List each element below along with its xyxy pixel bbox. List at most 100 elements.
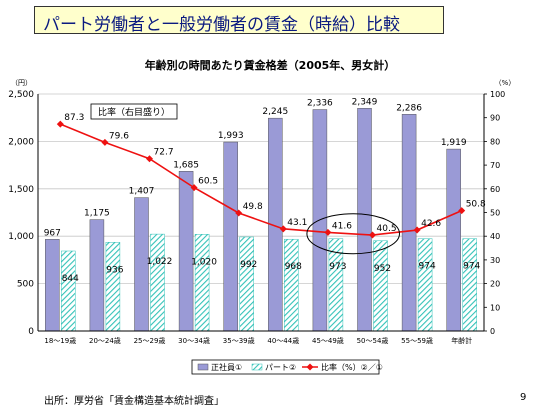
ratio-point-label: 41.6	[332, 221, 352, 231]
y-left-tick: 2,500	[8, 90, 34, 100]
ratio-annotation-text: 比率（右目盛り）	[98, 106, 170, 118]
bar-part-label: 974	[419, 262, 436, 272]
ratio-point	[56, 120, 64, 128]
bar-seishain	[357, 108, 372, 332]
bar-part	[462, 238, 477, 332]
bar-part	[239, 236, 254, 332]
y-right-unit: （%）	[495, 79, 516, 87]
slide-title-box: パート労働者と一般労働者の賃金（時給）比較	[34, 6, 444, 35]
bar-seishain	[223, 141, 238, 332]
x-tick-label: 20～24歳	[89, 336, 121, 345]
ratio-point	[413, 226, 421, 234]
bar-part	[417, 238, 433, 332]
y-right-tick: 0	[490, 327, 495, 336]
ratio-point-label: 40.5	[377, 224, 397, 234]
chart-title: 年齢別の時間あたり賃金格差（2005年、男女計）	[145, 58, 396, 72]
legend-label-seishain: 正社員①	[211, 362, 242, 372]
y-left-tick: 2,000	[8, 137, 34, 147]
x-tick-label: 50～54歳	[357, 336, 389, 345]
y-left-tick: 500	[17, 280, 34, 290]
ratio-point	[190, 184, 198, 192]
page-number: 9	[520, 392, 527, 403]
bar-part-label: 1,022	[147, 257, 173, 267]
ratio-point	[235, 209, 243, 217]
y-right-tick: 20	[490, 280, 500, 289]
bar-part	[105, 242, 121, 332]
ratio-point-label: 60.5	[198, 177, 218, 187]
bar-seishain-label: 1,919	[441, 138, 467, 148]
bar-part-label: 844	[62, 274, 79, 284]
bar-seishain-label: 2,336	[307, 99, 333, 109]
ratio-point	[324, 228, 332, 236]
y-right-tick: 70	[490, 161, 500, 170]
y-left-tick: 1,000	[8, 232, 34, 242]
ratio-point	[369, 231, 376, 239]
ratio-point	[458, 207, 466, 215]
y-right-tick: 80	[490, 137, 500, 146]
ratio-point-label: 43.1	[287, 218, 307, 228]
bar-part-label: 952	[374, 264, 391, 274]
x-tick-label: 30～34歳	[178, 336, 210, 345]
bar-part-label: 974	[463, 262, 480, 272]
ratio-point-label: 79.6	[109, 131, 129, 141]
x-tick-label: 18～19歳	[44, 336, 76, 345]
bar-seishain-label: 1,685	[173, 160, 199, 170]
bar-seishain	[178, 171, 194, 332]
bar-part-label: 973	[329, 262, 346, 272]
x-tick-label: 35～39歳	[223, 336, 255, 345]
x-tick-label: 25～29歳	[134, 336, 166, 345]
bar-part	[373, 240, 388, 332]
y-right-tick: 40	[490, 232, 500, 241]
ratio-line	[59, 123, 463, 236]
bar-part-label: 968	[285, 262, 302, 272]
bar-part	[284, 238, 299, 332]
bar-seishain	[89, 219, 105, 332]
bar-part	[150, 233, 165, 332]
source-note: 出所：厚労省「賃金構造基本統計調査」	[44, 396, 224, 407]
y-right-tick: 50	[490, 209, 500, 218]
bar-part	[61, 250, 76, 332]
legend-label-part: パート②	[265, 363, 296, 372]
bar-part	[194, 234, 210, 332]
ratio-point-label: 42.6	[421, 219, 441, 229]
ratio-annotation-box	[90, 103, 178, 120]
bar-seishain-label: 2,349	[352, 97, 378, 107]
y-right-tick: 90	[490, 114, 500, 123]
ratio-point	[146, 155, 153, 163]
y-left-tick: 1,500	[8, 185, 34, 195]
y-left-unit: （円）	[11, 79, 32, 87]
ratio-point	[279, 225, 287, 233]
x-tick-label: 40～44歳	[267, 336, 299, 345]
y-right-tick: 30	[490, 256, 500, 265]
legend-label-ratio: 比率（%）②／①	[321, 362, 383, 372]
x-tick-label: 55～59歳	[401, 336, 433, 345]
bar-seishain-label: 1,407	[129, 187, 155, 197]
bar-seishain	[401, 114, 417, 332]
y-right-tick: 60	[490, 185, 500, 194]
bar-seishain	[446, 148, 461, 332]
bar-seishain-label: 967	[44, 228, 61, 238]
bar-seishain-label: 2,245	[262, 107, 288, 117]
bar-part-label: 1,020	[191, 257, 217, 267]
highlight-ellipse	[306, 213, 401, 255]
bar-seishain-label: 1,993	[218, 131, 244, 141]
ratio-point-label: 49.8	[243, 202, 263, 212]
x-tick-label: 年齢計	[451, 336, 472, 345]
bar-part-label: 992	[240, 260, 257, 270]
y-right-tick: 100	[490, 90, 505, 99]
ratio-point-label: 87.3	[64, 113, 84, 123]
y-left-tick: 0	[28, 327, 34, 337]
legend-box	[191, 359, 380, 375]
ratio-point	[101, 138, 109, 146]
slide-title: パート労働者と一般労働者の賃金（時給）比較	[43, 15, 400, 35]
bar-seishain-label: 2,286	[396, 103, 422, 113]
bar-seishain-label: 1,175	[84, 209, 110, 219]
bar-seishain	[45, 239, 60, 332]
legend-swatch-seishain	[197, 363, 209, 371]
y-right-tick: 10	[490, 303, 500, 312]
x-tick-label: 45～49歳	[312, 336, 344, 345]
bar-part-label: 936	[106, 265, 123, 275]
ratio-point-label: 50.8	[466, 200, 486, 210]
legend-swatch-part	[251, 363, 263, 371]
